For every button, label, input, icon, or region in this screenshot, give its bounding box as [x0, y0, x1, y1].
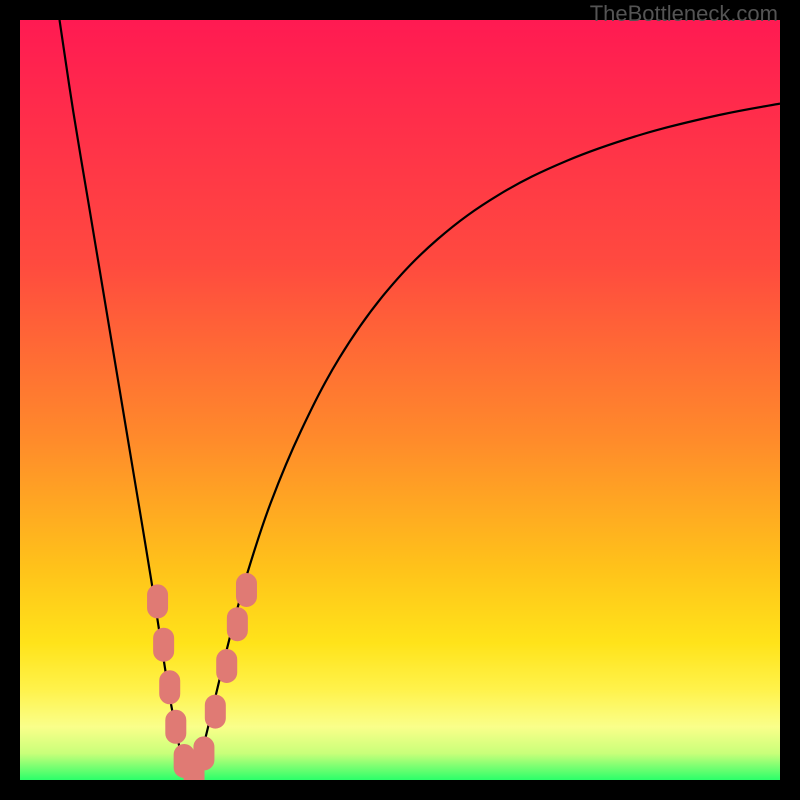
watermark-text: TheBottleneck.com	[590, 1, 778, 27]
outer-frame	[0, 0, 800, 800]
chart-root: TheBottleneck.com	[0, 0, 800, 800]
